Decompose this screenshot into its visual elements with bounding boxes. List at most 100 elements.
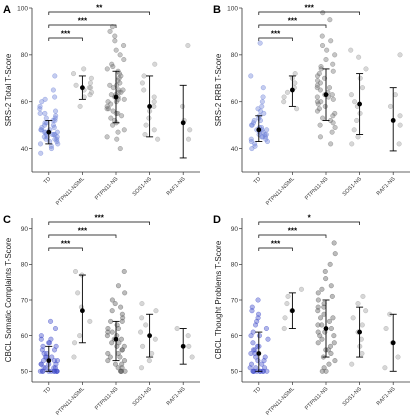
data-point [180, 103, 186, 109]
data-point [382, 365, 388, 371]
data-point [153, 308, 159, 314]
data-point [315, 297, 321, 303]
data-point [104, 333, 110, 339]
data-point [315, 322, 321, 328]
y-axis-label: CBCL Somatic Complaints T-Score [4, 237, 13, 362]
significance-label: *** [271, 240, 281, 249]
data-point [351, 127, 357, 133]
data-point [189, 354, 195, 360]
x-tick-label: SOS1-NS [342, 176, 364, 198]
data-point [332, 52, 338, 58]
y-tick-label: 60 [21, 333, 29, 340]
data-point [317, 134, 323, 140]
data-point [281, 94, 287, 100]
data-point [38, 150, 44, 156]
data-point [186, 136, 192, 142]
x-tick-label: PTPN11-NS [304, 386, 330, 412]
data-point [329, 293, 335, 299]
data-point [260, 85, 266, 91]
data-point [250, 347, 256, 353]
data-point [328, 350, 334, 356]
data-point [120, 87, 126, 93]
data-point [331, 240, 337, 246]
data-point [331, 333, 337, 339]
mean-marker [46, 358, 52, 364]
y-axis-label: SRS-2 Total T-Score [4, 53, 13, 126]
data-point [75, 290, 81, 296]
data-point [38, 333, 44, 339]
x-tick-label: PTPN11-NS [304, 176, 330, 202]
y-tick-label: 50 [231, 369, 239, 376]
mean-marker [147, 333, 153, 339]
data-point [105, 99, 111, 105]
data-point [329, 92, 335, 98]
data-point [294, 106, 300, 112]
data-point [330, 315, 336, 321]
data-point [118, 73, 124, 79]
data-point [115, 129, 121, 135]
data-point [152, 336, 158, 342]
x-tick-label: PTPN11-NS [94, 386, 120, 412]
significance-bracket [258, 11, 360, 15]
data-point [109, 329, 115, 335]
data-point [327, 343, 333, 349]
data-point [139, 315, 145, 321]
data-point [48, 143, 54, 149]
data-point [388, 103, 394, 109]
x-tick-label: SOS1-NS [132, 176, 154, 198]
data-point [115, 365, 121, 371]
data-point [152, 61, 158, 67]
data-point [119, 318, 125, 324]
x-tick-label: RAF1-NS [166, 176, 187, 197]
data-point [329, 129, 335, 135]
panel-C: C 50 60 70 80 90 CBCL Somatic Complaints T-Sco… [3, 214, 200, 417]
data-point [250, 329, 256, 335]
data-point [349, 361, 355, 367]
significance-label: *** [78, 227, 88, 236]
data-point [359, 85, 365, 91]
data-point [72, 268, 78, 274]
mean-marker [357, 101, 362, 107]
data-point [326, 361, 332, 367]
data-point [319, 33, 325, 39]
significance-bracket [48, 37, 83, 41]
data-point [109, 297, 115, 303]
significance-label: * [308, 214, 312, 223]
data-point [71, 71, 77, 77]
data-point [122, 290, 128, 296]
data-point [256, 311, 262, 317]
panel-letter: C [3, 214, 11, 226]
x-tick-label: PTPN11-NSML [55, 176, 86, 207]
data-point [250, 368, 256, 374]
y-tick-label: 60 [231, 333, 239, 340]
data-point [185, 42, 191, 48]
data-point [43, 365, 49, 371]
data-point [357, 110, 363, 116]
y-tick-label: 60 [231, 99, 239, 106]
data-point [42, 110, 48, 116]
x-tick-label: RAF1-NS [376, 386, 397, 407]
data-point [322, 268, 328, 274]
data-point [138, 329, 144, 335]
data-point [319, 322, 325, 328]
significance-bracket [48, 24, 117, 28]
data-point [356, 54, 362, 60]
data-point [139, 80, 145, 86]
y-axis-label: SRS-2 RRB T-Score [214, 53, 223, 126]
data-point [397, 52, 403, 58]
data-point [250, 340, 256, 346]
data-point [322, 103, 328, 109]
data-point [149, 350, 155, 356]
data-point [314, 94, 320, 100]
data-point [321, 365, 327, 371]
data-point [359, 350, 365, 356]
data-point [119, 311, 125, 317]
data-point [315, 340, 321, 346]
data-point [139, 365, 145, 371]
y-tick-label: 80 [21, 52, 29, 59]
y-tick-label: 60 [21, 99, 29, 106]
data-point [87, 80, 93, 86]
data-point [151, 103, 157, 109]
data-point [108, 92, 114, 98]
